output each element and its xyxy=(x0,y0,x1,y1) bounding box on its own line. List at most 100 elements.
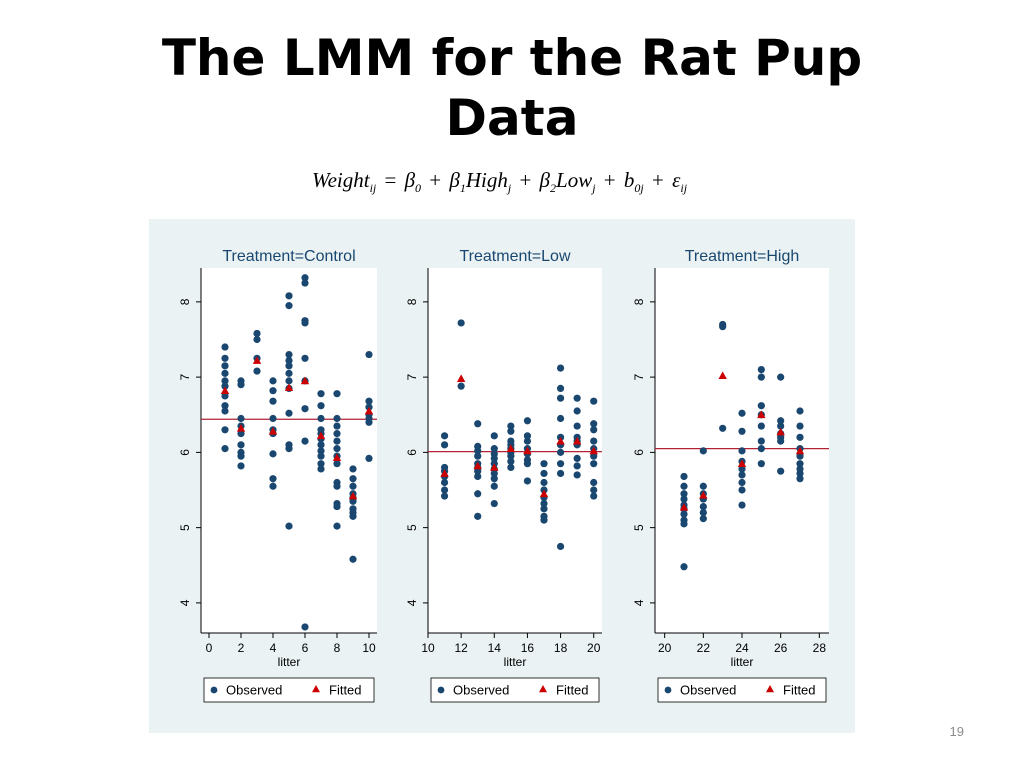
observed-point xyxy=(777,467,785,475)
legend-observed-label: Observed xyxy=(453,683,509,698)
eq-plus-4: + xyxy=(651,168,664,192)
eq-lhs-sub: ij xyxy=(369,181,377,196)
observed-point xyxy=(269,414,277,423)
observed-point xyxy=(440,492,449,500)
observed-point xyxy=(221,402,229,410)
observed-point xyxy=(738,409,746,417)
x-tick-label: 26 xyxy=(774,641,788,655)
eq-beta1: β xyxy=(449,168,460,192)
observed-point xyxy=(796,469,804,478)
fitted-point xyxy=(718,371,727,379)
observed-point xyxy=(699,508,707,517)
observed-point xyxy=(590,492,598,500)
observed-point xyxy=(523,460,532,468)
observed-point xyxy=(590,478,598,487)
observed-point xyxy=(490,454,498,463)
observed-point xyxy=(253,329,261,338)
observed-point xyxy=(796,460,804,468)
x-tick-label: 2 xyxy=(238,641,245,655)
eq-equals: = xyxy=(384,168,397,192)
observed-point xyxy=(556,469,565,478)
y-tick-label: 6 xyxy=(405,449,419,456)
observed-point xyxy=(221,354,229,362)
observed-point xyxy=(333,429,341,438)
observed-point xyxy=(349,512,357,520)
observed-point xyxy=(556,364,565,372)
observed-point xyxy=(777,373,785,381)
page-number: 19 xyxy=(949,724,964,739)
legend-observed-marker xyxy=(437,686,445,694)
plot-area xyxy=(428,268,602,633)
observed-point xyxy=(699,447,707,455)
fitted-point xyxy=(556,436,565,445)
observed-point xyxy=(317,460,325,468)
observed-point xyxy=(253,367,261,375)
x-tick-label: 20 xyxy=(658,641,672,655)
observed-point xyxy=(507,422,515,430)
observed-point xyxy=(490,475,498,483)
observed-point xyxy=(556,542,565,551)
observed-point xyxy=(349,482,357,490)
observed-point xyxy=(699,502,707,511)
fitted-point xyxy=(316,431,326,440)
observed-point xyxy=(237,429,245,438)
observed-point xyxy=(301,274,309,282)
y-tick-label: 7 xyxy=(632,373,646,380)
observed-point xyxy=(285,409,293,417)
observed-point xyxy=(573,407,581,415)
eq-low-sub: j xyxy=(592,181,596,196)
observed-point xyxy=(237,462,245,470)
observed-point xyxy=(796,475,804,483)
fitted-point xyxy=(332,453,342,462)
observed-point xyxy=(556,414,565,423)
observed-point xyxy=(221,369,229,377)
observed-point xyxy=(540,516,548,524)
x-axis-label: litter xyxy=(731,655,754,669)
x-tick-label: 0 xyxy=(206,641,213,655)
slide-title: The LMM for the Rat Pup Data xyxy=(60,28,964,148)
x-tick-label: 18 xyxy=(554,641,568,655)
y-tick-label: 4 xyxy=(178,599,192,606)
observed-point xyxy=(556,384,565,393)
observed-point xyxy=(680,510,688,518)
fitted-point xyxy=(348,491,358,500)
eq-beta2-sub: 2 xyxy=(550,181,557,196)
panel-title: Treatment=High xyxy=(685,248,800,265)
observed-point xyxy=(285,356,293,365)
observed-point xyxy=(680,482,688,490)
legend-box xyxy=(203,677,375,703)
x-tick-label: 8 xyxy=(334,641,341,655)
observed-point xyxy=(301,279,309,287)
x-tick-label: 4 xyxy=(270,641,277,655)
observed-point xyxy=(474,452,482,460)
fitted-point xyxy=(757,410,766,419)
observed-point xyxy=(738,465,746,473)
observed-point xyxy=(590,437,598,445)
y-tick-label: 6 xyxy=(632,449,646,456)
eq-plus-1: + xyxy=(429,168,442,192)
observed-point xyxy=(285,445,293,453)
legend-fitted-label: Fitted xyxy=(783,683,816,698)
observed-point xyxy=(333,482,341,490)
observed-point xyxy=(440,478,449,487)
fitted-point xyxy=(795,446,805,455)
observed-point xyxy=(757,445,765,453)
fitted-point xyxy=(506,444,516,452)
legend-fitted-marker xyxy=(312,685,320,693)
observed-point xyxy=(796,422,804,430)
fitted-point xyxy=(539,489,549,498)
fitted-point xyxy=(572,436,582,445)
eq-beta0-sub: 0 xyxy=(415,181,422,196)
observed-point xyxy=(285,350,293,359)
observed-point xyxy=(590,397,598,405)
observed-point xyxy=(540,505,548,513)
fitted-point xyxy=(456,374,466,382)
legend-box xyxy=(657,677,827,703)
observed-point xyxy=(221,362,229,370)
observed-point xyxy=(590,486,598,494)
eq-plus-2: + xyxy=(519,168,532,192)
eq-lhs: Weight xyxy=(312,168,370,192)
eq-random-sub: 0j xyxy=(634,181,644,196)
observed-point xyxy=(440,441,449,449)
